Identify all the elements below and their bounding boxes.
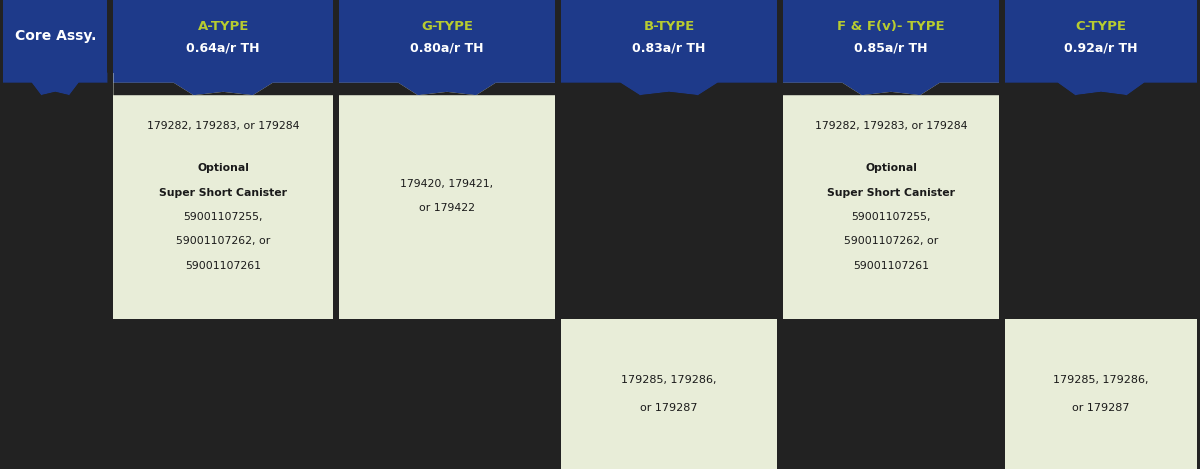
Polygon shape [114,73,332,95]
Text: A-TYPE: A-TYPE [198,20,248,32]
FancyBboxPatch shape [1004,0,1198,73]
Polygon shape [784,73,998,95]
Text: G-TYPE: G-TYPE [421,20,473,32]
Polygon shape [2,73,108,95]
Text: 0.85a/r TH: 0.85a/r TH [854,41,928,54]
Text: 0.80a/r TH: 0.80a/r TH [410,41,484,54]
Polygon shape [1004,73,1198,95]
FancyBboxPatch shape [562,0,778,73]
Text: 179282, 179283, or 179284: 179282, 179283, or 179284 [146,121,300,131]
Text: 0.92a/r TH: 0.92a/r TH [1064,41,1138,54]
Polygon shape [784,83,998,95]
Polygon shape [114,83,332,95]
Text: Optional: Optional [197,163,250,173]
Polygon shape [340,83,554,95]
Text: 59001107262, or: 59001107262, or [176,236,270,246]
Text: C-TYPE: C-TYPE [1075,20,1127,32]
FancyBboxPatch shape [114,73,332,319]
FancyBboxPatch shape [340,0,554,73]
Text: 179282, 179283, or 179284: 179282, 179283, or 179284 [815,121,967,131]
Text: 59001107262, or: 59001107262, or [844,236,938,246]
Text: 0.64a/r TH: 0.64a/r TH [186,41,260,54]
Text: 179285, 179286,: 179285, 179286, [1054,375,1148,386]
Text: Super Short Canister: Super Short Canister [160,188,287,197]
Polygon shape [2,83,108,95]
Text: Super Short Canister: Super Short Canister [827,188,955,197]
FancyBboxPatch shape [562,319,778,469]
Text: Core Assy.: Core Assy. [14,30,96,43]
Text: 179420, 179421,: 179420, 179421, [401,179,493,189]
Text: 179285, 179286,: 179285, 179286, [622,375,716,386]
Text: or 179287: or 179287 [641,402,697,413]
Polygon shape [1004,83,1198,95]
Text: F & F(v)- TYPE: F & F(v)- TYPE [838,20,944,32]
Text: or 179287: or 179287 [1073,402,1129,413]
Polygon shape [562,73,778,95]
Text: 59001107261: 59001107261 [853,261,929,271]
FancyBboxPatch shape [2,0,108,73]
FancyBboxPatch shape [114,0,332,73]
FancyBboxPatch shape [784,0,998,73]
Text: 59001107255,: 59001107255, [851,212,931,222]
Text: 0.83a/r TH: 0.83a/r TH [632,41,706,54]
Polygon shape [340,73,554,95]
Text: or 179422: or 179422 [419,203,475,213]
Text: 59001107255,: 59001107255, [184,212,263,222]
FancyBboxPatch shape [1004,319,1198,469]
Polygon shape [562,83,778,95]
FancyBboxPatch shape [340,73,554,319]
FancyBboxPatch shape [784,73,998,319]
Text: Optional: Optional [865,163,917,173]
Text: B-TYPE: B-TYPE [643,20,695,32]
Text: 59001107261: 59001107261 [185,261,262,271]
